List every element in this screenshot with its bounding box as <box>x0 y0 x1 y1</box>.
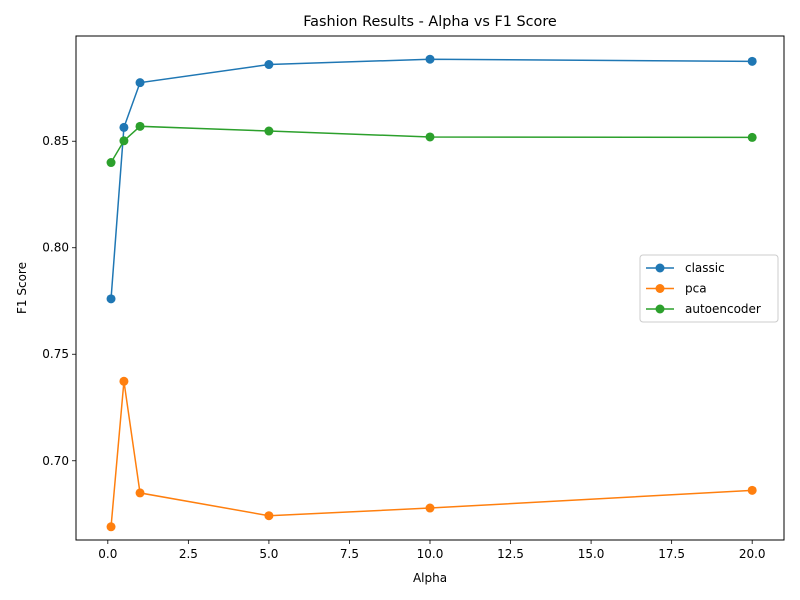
data-point-classic <box>119 122 129 132</box>
x-tick-label: 2.5 <box>179 547 198 561</box>
data-point-pca <box>119 376 129 386</box>
data-point-autoencoder <box>425 132 435 142</box>
y-tick-label: 0.75 <box>42 347 69 361</box>
data-point-classic <box>425 54 435 64</box>
x-tick-label: 17.5 <box>658 547 685 561</box>
data-point-classic <box>135 78 145 88</box>
data-point-autoencoder <box>106 158 116 168</box>
chart-title: Fashion Results - Alpha vs F1 Score <box>303 14 557 30</box>
series-layer <box>106 54 757 532</box>
x-tick-label: 15.0 <box>578 547 605 561</box>
legend-label-classic: classic <box>685 261 725 275</box>
data-point-pca <box>135 488 145 498</box>
series-line-pca <box>110 381 753 527</box>
data-point-classic <box>747 56 757 66</box>
legend: classic pca autoencoder <box>639 254 779 323</box>
x-tick-label: 7.5 <box>340 547 359 561</box>
data-point-pca <box>264 511 274 521</box>
data-point-autoencoder <box>135 121 145 131</box>
legend-label-pca: pca <box>685 282 707 296</box>
x-axis: 0.0 2.5 5.0 7.5 10.0 12.5 15.0 17.5 20.0 <box>98 540 766 561</box>
x-tick-label: 20.0 <box>739 547 766 561</box>
legend-swatch-marker <box>655 284 665 293</box>
data-point-pca <box>425 503 435 513</box>
x-tick-label: 0.0 <box>98 547 117 561</box>
data-point-autoencoder <box>747 132 757 142</box>
y-tick-label: 0.70 <box>42 454 69 468</box>
data-point-classic <box>264 60 274 70</box>
legend-label-autoencoder: autoencoder <box>685 302 761 316</box>
data-point-autoencoder <box>264 126 274 136</box>
y-tick-label: 0.80 <box>42 241 69 255</box>
x-tick-label: 12.5 <box>497 547 524 561</box>
data-point-classic <box>106 294 116 304</box>
legend-swatch-marker <box>655 263 665 273</box>
data-point-pca <box>747 485 757 495</box>
x-tick-label: 5.0 <box>259 547 278 561</box>
data-point-pca <box>106 522 116 532</box>
data-point-autoencoder <box>119 136 129 146</box>
x-axis-label: Alpha <box>413 571 447 585</box>
y-axis: 0.70 0.75 0.80 0.85 <box>42 134 76 468</box>
legend-box <box>639 254 779 323</box>
x-tick-label: 10.0 <box>417 547 444 561</box>
y-tick-label: 0.85 <box>42 134 69 148</box>
y-axis-label: F1 Score <box>15 262 29 314</box>
series-line-classic <box>110 58 753 299</box>
series-line-autoencoder <box>110 125 753 163</box>
legend-swatch-marker <box>655 304 665 314</box>
